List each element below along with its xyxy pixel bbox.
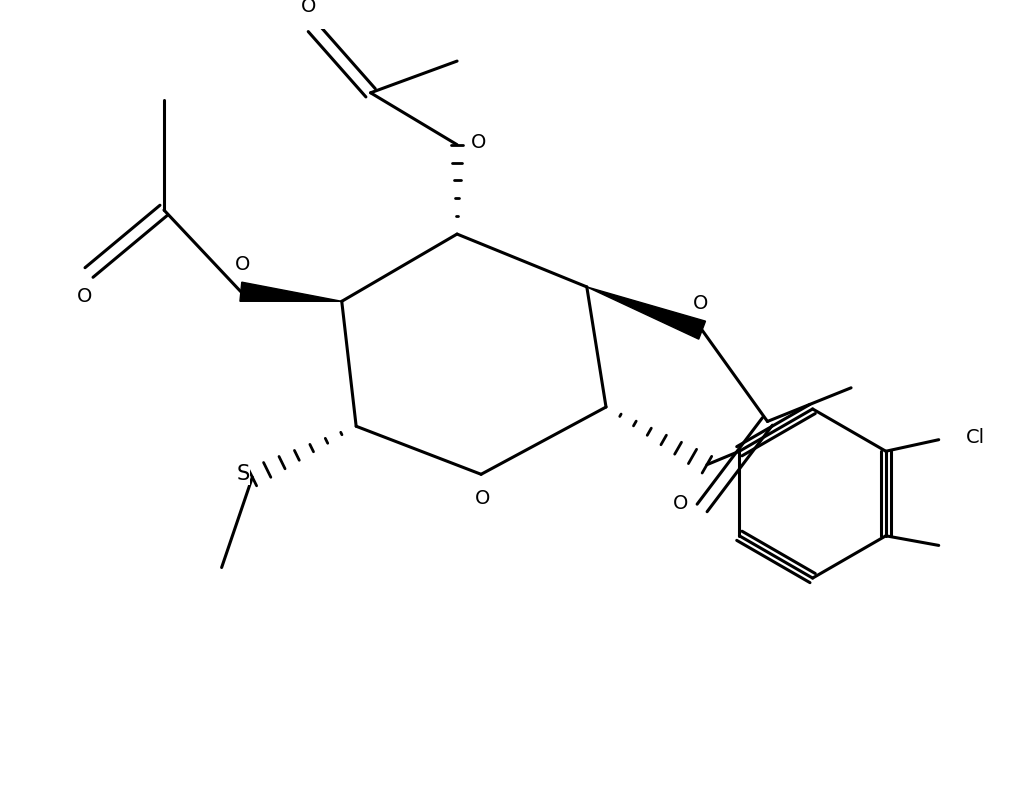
Text: O: O: [674, 493, 689, 513]
Polygon shape: [240, 282, 341, 301]
Text: O: O: [76, 287, 91, 306]
Text: O: O: [475, 489, 491, 507]
Text: S: S: [236, 464, 249, 485]
Text: O: O: [693, 294, 708, 313]
Text: O: O: [235, 255, 251, 274]
Text: O: O: [301, 0, 316, 16]
Text: O: O: [470, 133, 486, 152]
Text: Cl: Cl: [965, 429, 985, 448]
Polygon shape: [587, 287, 705, 339]
